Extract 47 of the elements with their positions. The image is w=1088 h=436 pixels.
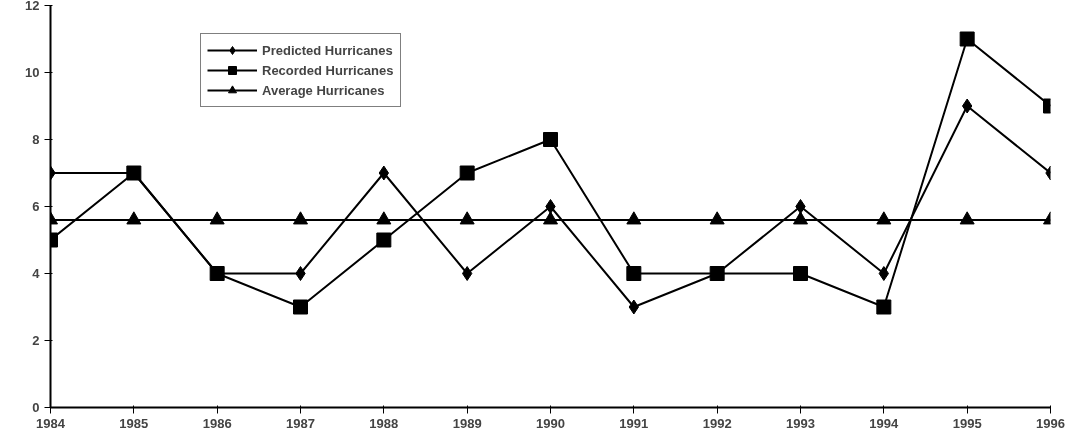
point bbox=[126, 211, 142, 225]
point bbox=[626, 211, 642, 225]
x-tick-label: 1991 bbox=[619, 415, 649, 431]
legend-label: Predicted Hurricanes bbox=[262, 42, 393, 58]
x-tick-label: 1993 bbox=[786, 415, 815, 431]
y-tick-label: 4 bbox=[32, 266, 41, 281]
y-tick-label: 10 bbox=[25, 65, 40, 80]
y-tick-label: 2 bbox=[32, 333, 40, 348]
y-tick-label: 0 bbox=[32, 400, 40, 415]
point bbox=[543, 132, 558, 147]
point bbox=[462, 266, 473, 281]
point bbox=[459, 165, 475, 181]
point bbox=[293, 211, 308, 225]
x-tick-label: 1995 bbox=[952, 415, 982, 431]
point bbox=[209, 211, 225, 225]
x-tick-label: 1990 bbox=[536, 415, 565, 431]
point bbox=[878, 266, 889, 281]
x-tick-label: 1986 bbox=[202, 415, 232, 431]
y-tick-label: 12 bbox=[25, 0, 40, 13]
x-tick-label: 1984 bbox=[36, 415, 66, 431]
point bbox=[459, 211, 475, 225]
point bbox=[545, 199, 556, 214]
point bbox=[376, 211, 392, 225]
point bbox=[709, 211, 725, 225]
point bbox=[959, 211, 975, 225]
x-tick-label: 1987 bbox=[286, 415, 315, 431]
y-tick-label: 6 bbox=[32, 199, 40, 214]
y-tick-label: 8 bbox=[32, 132, 40, 147]
x-tick-label: 1996 bbox=[1036, 415, 1065, 431]
point bbox=[876, 299, 892, 315]
point bbox=[626, 266, 642, 281]
x-tick-label: 1988 bbox=[369, 415, 399, 431]
x-tick-label: 1989 bbox=[452, 415, 482, 431]
legend-label: Average Hurricanes bbox=[262, 82, 385, 98]
x-tick-label: 1994 bbox=[869, 415, 900, 431]
point bbox=[793, 266, 808, 281]
point bbox=[293, 299, 308, 315]
point bbox=[959, 31, 975, 47]
point bbox=[295, 266, 306, 281]
x-tick-label: 1985 bbox=[119, 415, 149, 431]
point bbox=[376, 232, 392, 248]
point bbox=[543, 211, 558, 225]
point bbox=[876, 211, 892, 225]
legend-label: Recorded Hurricanes bbox=[262, 62, 394, 78]
x-tick-label: 1992 bbox=[702, 415, 732, 431]
point bbox=[795, 199, 806, 214]
point bbox=[793, 211, 808, 225]
